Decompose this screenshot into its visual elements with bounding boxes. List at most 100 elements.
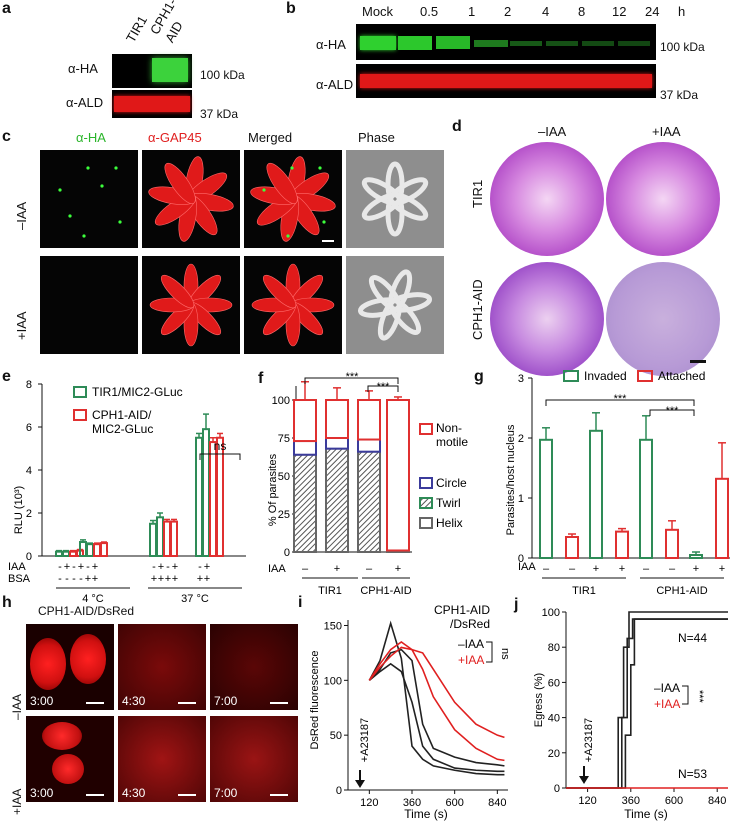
e-legend: TIR1/MIC2-GLuc CPH1-AID/ MIC2-GLuc (73, 385, 183, 436)
i-xtick-label: 120 (360, 797, 378, 809)
row-label-c-minus: –IAA (14, 201, 29, 230)
col-label-d-plus: +IAA (652, 124, 681, 139)
lane-label-h: h (678, 4, 686, 19)
g-iaa-sign: – (569, 563, 576, 575)
e-bsa-sign: + (172, 573, 178, 585)
g-iaa-sign: – (543, 563, 550, 575)
plaque-well-tir1-plus (606, 142, 720, 256)
f-legend-twirl: Twirl (436, 496, 461, 510)
e-legend-cph1-2: MIC2-GLuc (92, 422, 153, 436)
panel-label-d: d (452, 118, 462, 135)
e-bar (62, 550, 70, 557)
e-legend-swatch-tir1 (73, 386, 87, 398)
lane-label-12: 12 (612, 4, 627, 19)
f-legend-swatch-circle (419, 477, 433, 489)
e-bsa-sign: + (197, 573, 203, 585)
e-iaa-sign: + (172, 561, 178, 573)
e-ytick-label: 2 (26, 508, 32, 520)
h-time-4: 3:00 (30, 786, 54, 800)
e-iaa-sign: - (166, 561, 170, 573)
f-legend-helix: Helix (436, 516, 463, 530)
f-sig-2: *** (377, 381, 391, 393)
j-xtick-label: 360 (622, 795, 640, 807)
j-n-bottom: N=53 (678, 767, 707, 781)
chart-e: RLU (10³) 0 2 4 6 8 TIR1/MIC2-GLuc CPH1-AID/… (8, 379, 246, 605)
micrograph-c-gap45-minus (142, 150, 240, 248)
h-scale-4 (86, 794, 104, 796)
f-row-iaa: IAA (268, 563, 286, 575)
e-legend-swatch-cph1 (73, 409, 87, 421)
g-legend-attached: Attached (658, 370, 705, 383)
i-ytick-label: 0 (336, 785, 342, 797)
g-iaa-sign: + (619, 563, 625, 575)
lane-label-0.5: 0.5 (420, 4, 439, 19)
g-ytick-label: 1 (518, 493, 524, 505)
row-label-b-ha: α-HA (316, 37, 346, 52)
micrograph-h-minus-700 (210, 624, 298, 710)
g-bar (589, 429, 603, 559)
f-bar-segment (325, 447, 349, 553)
g-group-cph1: CPH1-AID (656, 585, 707, 597)
panel-label-h: h (2, 594, 12, 611)
h-scale-2 (178, 702, 196, 704)
panel-label-f: f (258, 370, 264, 387)
j-xtick-label: 600 (665, 795, 683, 807)
e-bar (100, 542, 108, 558)
plaque-well-cph1-minus (490, 262, 604, 376)
e-bsa-sign: - (79, 573, 83, 585)
f-legend-swatch-helix (419, 517, 433, 529)
e-ytick-label: 0 (26, 551, 32, 563)
e-bsa-sign: + (158, 573, 164, 585)
chart-g: Parasites/host nucleus 0 1 2 3 Invaded Atta… (505, 370, 730, 597)
e-iaa-sign: + (64, 561, 70, 573)
j-sig: *** (693, 690, 705, 704)
e-bar (69, 550, 77, 557)
f-sig-bracket-2 (367, 385, 399, 392)
i-xtick-label: 840 (488, 797, 506, 809)
g-sig-bracket-2 (649, 409, 695, 416)
e-ylabel: RLU (10³) (13, 486, 25, 534)
lane-label-mock: Mock (362, 4, 394, 19)
i-ns: ns (499, 648, 511, 660)
j-arrow-head (579, 776, 589, 784)
row-label-d-cph1: CPH1-AID (470, 279, 485, 340)
j-ytick-label: 40 (548, 713, 560, 725)
panel-label-a: a (2, 0, 11, 17)
j-ytick-label: 0 (554, 783, 560, 795)
micrograph-h-plus-700 (210, 716, 298, 802)
f-ytick-label: 25 (278, 509, 290, 521)
f-bar-segment (386, 399, 410, 552)
h-scale-3 (270, 702, 288, 704)
f-legend-nonmotile-1: Non- (436, 421, 462, 435)
g-iaa-sign: + (593, 563, 599, 575)
e-bsa-sign: + (204, 573, 210, 585)
e-ns-bracket (199, 453, 241, 460)
lane-label-4: 4 (542, 4, 550, 19)
row-label-b-ald: α-ALD (316, 77, 354, 92)
blot-b-ha (356, 24, 656, 60)
g-bar (715, 477, 729, 559)
i-ytick-label: 150 (324, 620, 342, 632)
e-bar (216, 436, 224, 557)
f-ytick-label: 75 (278, 433, 290, 445)
plaque-well-tir1-minus (490, 142, 604, 256)
row-label-h-minus: –IAA (10, 693, 24, 720)
blot-a-ald (112, 90, 192, 118)
e-ytick-label: 6 (26, 422, 32, 434)
blot-b-ald (356, 64, 656, 98)
f-bar-segment (325, 399, 349, 439)
f-bar-segment (293, 440, 317, 456)
col-label-c-ha: α-HA (76, 130, 106, 145)
panel-label-b: b (286, 0, 296, 17)
f-bar-segment (357, 438, 381, 453)
g-iaa-sign: – (669, 563, 676, 575)
e-bar (55, 550, 63, 557)
e-ytick-label: 8 (26, 379, 32, 391)
h-scale-5 (178, 794, 196, 796)
row-label-d-tir1: TIR1 (470, 179, 485, 208)
e-bsa-sign: - (72, 573, 76, 585)
lane-label-24: 24 (645, 4, 660, 19)
panel-label-g: g (474, 368, 484, 385)
e-iaa-sign: + (78, 561, 84, 573)
e-bsa-sign: + (151, 573, 157, 585)
